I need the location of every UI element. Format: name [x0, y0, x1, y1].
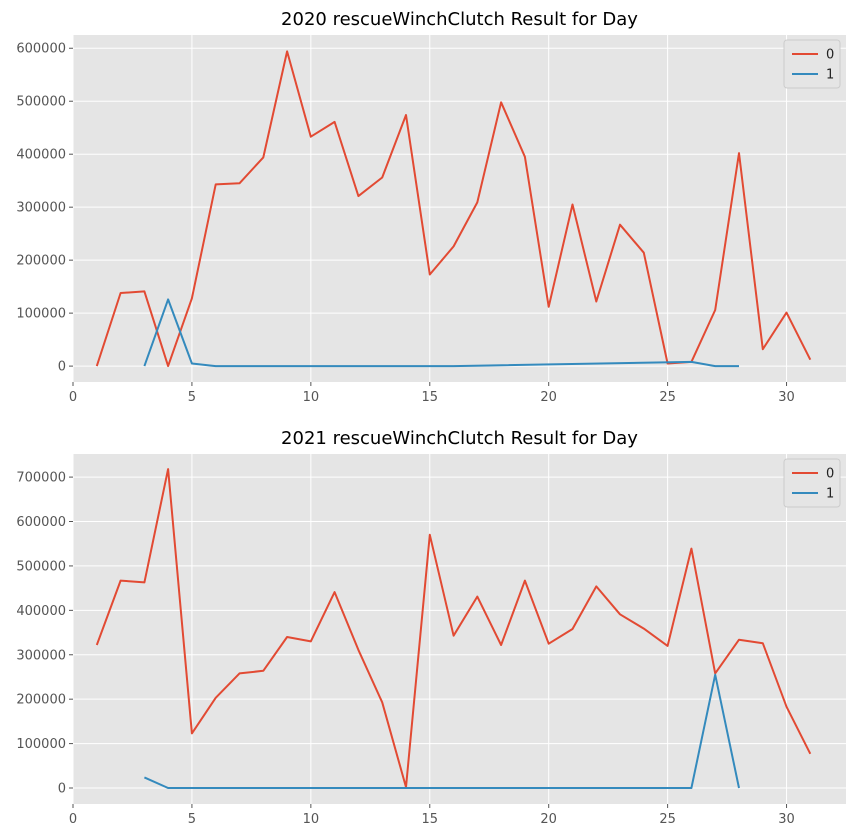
- legend-label-1: 1: [826, 68, 834, 83]
- x-tick-label: 30: [778, 390, 795, 405]
- legend: 01: [783, 458, 841, 508]
- x-tick-label: 15: [421, 390, 438, 405]
- chart-title: 2020 rescueWinchClutch Result for Day: [281, 9, 638, 30]
- x-tick-label: 5: [188, 390, 196, 405]
- series-line-1: [143, 298, 739, 368]
- x-tick-label: 10: [303, 812, 320, 827]
- x-tick-label: 25: [659, 812, 676, 827]
- x-tick-label: 10: [303, 390, 320, 405]
- y-tick-label: 500000: [16, 95, 66, 110]
- y-tick-label: 0: [58, 360, 66, 375]
- chart-title: 2021 rescueWinchClutch Result for Day: [281, 428, 638, 449]
- y-tick-label: 200000: [16, 693, 66, 708]
- y-tick-label: 600000: [16, 515, 66, 530]
- y-tick-label: 100000: [16, 737, 66, 752]
- y-tick-label: 200000: [16, 254, 66, 269]
- series-line-1: [143, 673, 740, 789]
- y-tick-label: 300000: [16, 201, 66, 216]
- legend-box: [783, 458, 841, 508]
- y-tick-label: 500000: [16, 559, 66, 574]
- legend-label-0: 0: [826, 467, 834, 482]
- x-tick-label: 25: [659, 390, 676, 405]
- y-tick-label: 600000: [16, 42, 66, 57]
- plot-area: [73, 35, 846, 382]
- x-tick-label: 0: [69, 812, 77, 827]
- series-line-0: [95, 468, 812, 789]
- x-tick-label: 20: [540, 390, 557, 405]
- y-tick-label: 400000: [16, 148, 66, 163]
- legend-label-1: 1: [826, 487, 834, 502]
- x-tick-label: 15: [421, 812, 438, 827]
- plot-area: [73, 454, 846, 804]
- y-tick-label: 100000: [16, 307, 66, 322]
- legend-box: [783, 39, 841, 89]
- legend: 01: [783, 39, 841, 89]
- y-tick-label: 400000: [16, 604, 66, 619]
- y-tick-label: 300000: [16, 648, 66, 663]
- chart-1: 0 5 10 15 20 25 300100000200000300000400000500…: [16, 9, 846, 405]
- x-tick-label: 30: [778, 812, 795, 827]
- x-tick-label: 5: [188, 812, 196, 827]
- chart-2: 0 5 10 15 20 25 300100000200000300000400000500…: [16, 428, 846, 827]
- y-tick-label: 700000: [16, 471, 66, 486]
- y-tick-label: 0: [58, 782, 66, 797]
- x-tick-label: 20: [540, 812, 557, 827]
- legend-label-0: 0: [826, 48, 834, 63]
- x-tick-label: 0: [69, 390, 77, 405]
